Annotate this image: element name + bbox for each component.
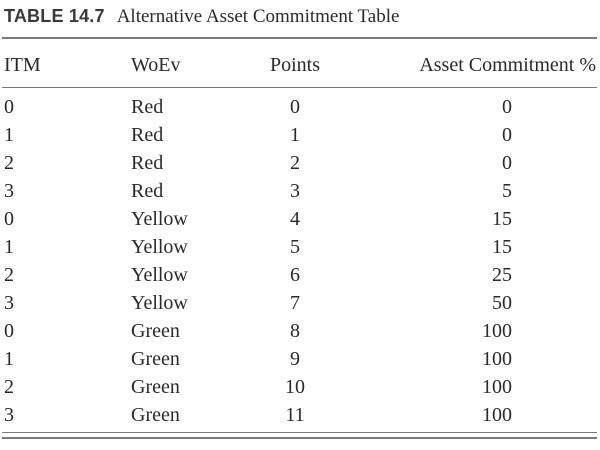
cell-asset-commitment: 100 [482, 376, 512, 398]
cell-points: 6 [290, 264, 300, 286]
cell-itm: 3 [4, 180, 14, 202]
cell-points: 9 [290, 348, 300, 370]
cell-itm: 2 [4, 152, 14, 174]
header-rule [2, 87, 597, 88]
cell-woev: Green [131, 404, 180, 426]
cell-woev: Red [131, 180, 164, 202]
cell-asset-commitment: 25 [492, 264, 512, 286]
cell-itm: 2 [4, 376, 14, 398]
cell-asset-commitment: 15 [492, 236, 512, 258]
cell-points: 0 [290, 96, 300, 118]
table-number: TABLE 14.7 [4, 6, 105, 26]
cell-itm: 3 [4, 404, 14, 426]
cell-asset-commitment: 100 [482, 320, 512, 342]
cell-points: 10 [285, 376, 305, 398]
cell-itm: 0 [4, 208, 14, 230]
bottom-rule [2, 432, 597, 433]
cell-asset-commitment: 15 [492, 208, 512, 230]
cell-woev: Green [131, 320, 180, 342]
cell-points: 4 [290, 208, 300, 230]
cell-asset-commitment: 50 [492, 292, 512, 314]
cell-itm: 2 [4, 264, 14, 286]
cell-asset-commitment: 100 [482, 404, 512, 426]
cell-asset-commitment: 0 [502, 96, 512, 118]
top-rule [2, 37, 597, 39]
cell-woev: Yellow [131, 264, 188, 286]
cell-asset-commitment: 5 [502, 180, 512, 202]
cell-woev: Yellow [131, 292, 188, 314]
cell-itm: 1 [4, 348, 14, 370]
cell-woev: Red [131, 124, 164, 146]
cell-woev: Yellow [131, 236, 188, 258]
table-title: Alternative Asset Commitment Table [116, 6, 400, 27]
cell-points: 3 [290, 180, 300, 202]
cell-woev: Green [131, 348, 180, 370]
header-asset-commitment: Asset Commitment % [419, 54, 596, 76]
header-woev: WoEv [131, 54, 181, 76]
cell-asset-commitment: 0 [502, 124, 512, 146]
cell-woev: Red [131, 152, 164, 174]
cell-points: 11 [285, 404, 305, 426]
cell-woev: Red [131, 96, 164, 118]
cell-itm: 1 [4, 124, 14, 146]
cell-points: 1 [290, 124, 300, 146]
table-caption: TABLE 14.7 Alternative Asset Commitment … [4, 6, 399, 30]
cell-points: 8 [290, 320, 300, 342]
cell-itm: 1 [4, 236, 14, 258]
bottom-rule-heavy [2, 437, 597, 439]
cell-asset-commitment: 0 [502, 152, 512, 174]
header-points: Points [269, 54, 321, 76]
cell-woev: Green [131, 376, 180, 398]
cell-itm: 3 [4, 292, 14, 314]
cell-asset-commitment: 100 [482, 348, 512, 370]
cell-points: 5 [290, 236, 300, 258]
cell-itm: 0 [4, 320, 14, 342]
header-itm: ITM [4, 54, 41, 76]
cell-itm: 0 [4, 96, 14, 118]
cell-woev: Yellow [131, 208, 188, 230]
cell-points: 2 [290, 152, 300, 174]
cell-points: 7 [290, 292, 300, 314]
